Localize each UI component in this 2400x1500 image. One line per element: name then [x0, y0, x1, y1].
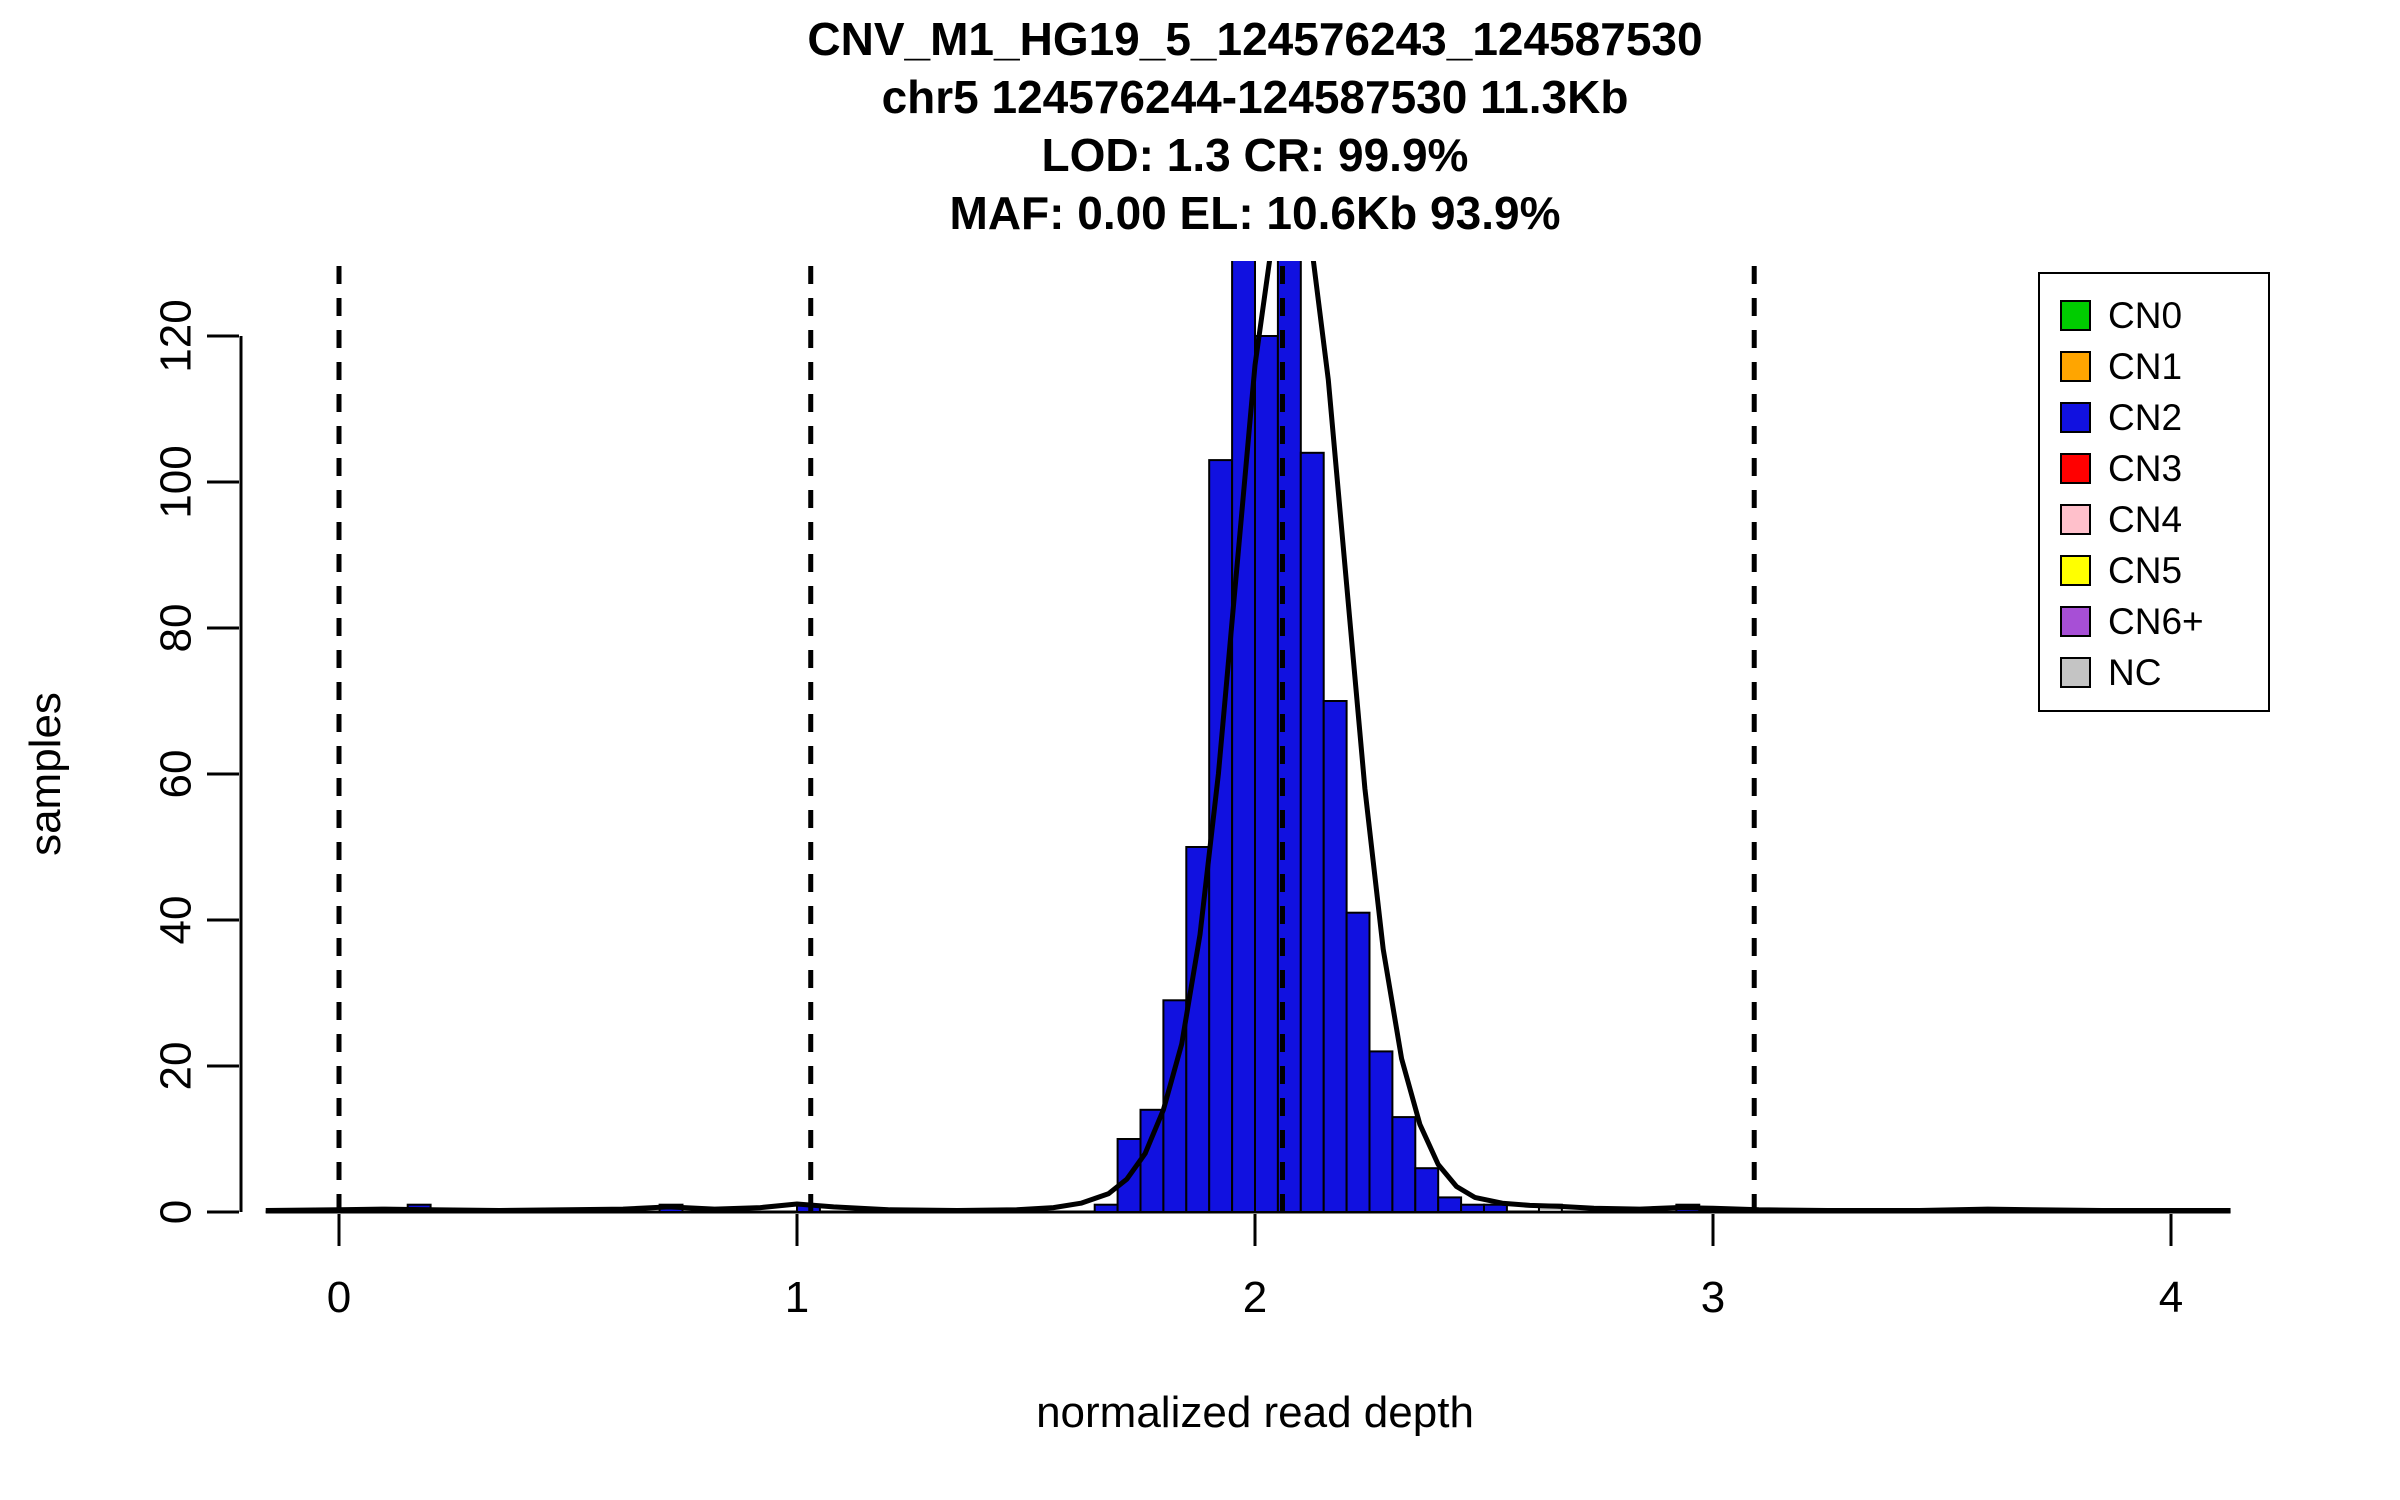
legend-label: NC	[2108, 651, 2162, 693]
chart-title-line-2: chr5 124576244-124587530 11.3Kb	[881, 71, 1629, 123]
y-tick-label: 120	[152, 299, 201, 372]
legend-swatch-cn2	[2060, 402, 2091, 433]
x-tick-label: 4	[2159, 1273, 2183, 1322]
legend-item-cn2: CN2	[2060, 392, 2268, 443]
y-tick-label: 20	[152, 1042, 201, 1091]
histogram-bar	[1139, 1108, 1165, 1214]
x-axis-label: normalized read depth	[1036, 1388, 1474, 1437]
legend-swatch-cn5	[2060, 555, 2091, 586]
legend-item-cn0: CN0	[2060, 290, 2268, 341]
x-tick-label: 0	[327, 1273, 351, 1322]
legend-item-nc: NC	[2060, 647, 2268, 698]
chart-title-block: CNV_M1_HG19_5_124576243_124587530 chr5 1…	[270, 10, 2240, 242]
legend-label: CN1	[2108, 345, 2183, 387]
chart-title-line-4: MAF: 0.00 EL: 10.6Kb 93.9%	[949, 187, 1561, 239]
y-tick-label: 40	[152, 896, 201, 945]
histogram-bar	[1460, 1203, 1485, 1213]
legend: CN0 CN1 CN2 CN3 CN4 CN5 CN6+ NC	[2038, 272, 2270, 712]
x-tick-label: 3	[1701, 1273, 1725, 1322]
histogram-bar	[1414, 1167, 1440, 1213]
histogram-bar	[1254, 335, 1279, 1213]
histogram-bar	[1299, 451, 1325, 1213]
histogram-bar	[1093, 1203, 1119, 1213]
histogram-bars	[406, 261, 1701, 1214]
histogram-bar	[1322, 700, 1348, 1213]
legend-item-cn1: CN1	[2060, 341, 2268, 392]
density-curve	[265, 261, 2231, 1213]
chart-title-line-1: CNV_M1_HG19_5_124576243_124587530	[807, 13, 1703, 65]
legend-label: CN2	[2108, 396, 2183, 438]
histogram-bar	[1437, 1196, 1463, 1214]
legend-item-cn4: CN4	[2060, 494, 2268, 545]
histogram-bar	[1483, 1203, 1508, 1213]
chart-title-line-3: LOD: 1.3 CR: 99.9%	[1041, 129, 1469, 181]
legend-label: CN5	[2108, 549, 2183, 591]
legend-swatch-cn0	[2060, 300, 2091, 331]
x-tick-label: 2	[1243, 1273, 1267, 1322]
legend-label: CN6+	[2108, 600, 2204, 642]
y-axis-label: samples	[21, 692, 70, 856]
legend-item-cn5: CN5	[2060, 545, 2268, 596]
legend-swatch-cn3	[2060, 453, 2091, 484]
y-tick-label: 100	[152, 445, 201, 518]
y-tick-label: 60	[152, 750, 201, 799]
histogram-bar	[1345, 911, 1371, 1213]
y-tick-label: 0	[152, 1200, 201, 1224]
legend-swatch-cn1	[2060, 351, 2091, 382]
legend-swatch-nc	[2060, 657, 2091, 688]
histogram-bar	[1391, 1116, 1417, 1213]
legend-item-cn3: CN3	[2060, 443, 2268, 494]
legend-item-cn6plus: CN6+	[2060, 596, 2268, 647]
legend-label: CN4	[2108, 498, 2183, 540]
histogram-bar	[1276, 261, 1302, 1213]
legend-label: CN0	[2108, 294, 2183, 336]
density-curve-group	[265, 261, 2231, 1213]
y-tick-label: 80	[152, 604, 201, 653]
x-tick-label: 1	[785, 1273, 809, 1322]
legend-label: CN3	[2108, 447, 2183, 489]
histogram-bar	[1368, 1050, 1394, 1214]
legend-swatch-cn6plus	[2060, 606, 2091, 637]
legend-swatch-cn4	[2060, 504, 2091, 535]
